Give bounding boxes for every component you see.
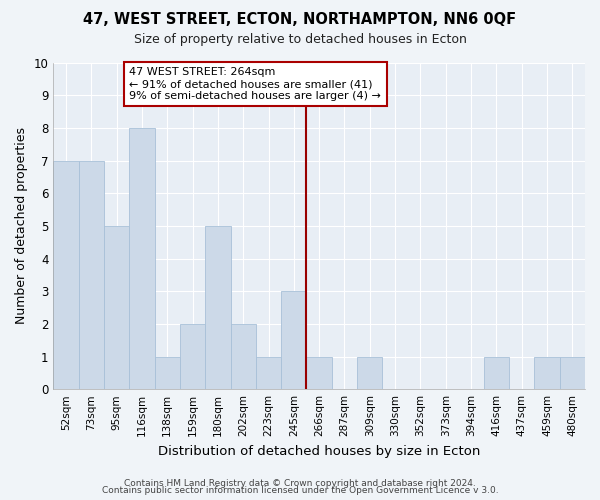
Bar bbox=[180, 324, 205, 389]
Bar bbox=[129, 128, 155, 389]
Bar bbox=[256, 356, 281, 389]
Y-axis label: Number of detached properties: Number of detached properties bbox=[15, 128, 28, 324]
X-axis label: Distribution of detached houses by size in Ecton: Distribution of detached houses by size … bbox=[158, 444, 481, 458]
Bar bbox=[357, 356, 382, 389]
Text: Contains public sector information licensed under the Open Government Licence v : Contains public sector information licen… bbox=[101, 486, 499, 495]
Bar bbox=[79, 160, 104, 389]
Bar bbox=[104, 226, 129, 389]
Text: Contains HM Land Registry data © Crown copyright and database right 2024.: Contains HM Land Registry data © Crown c… bbox=[124, 478, 476, 488]
Bar bbox=[560, 356, 585, 389]
Text: Size of property relative to detached houses in Ecton: Size of property relative to detached ho… bbox=[134, 32, 466, 46]
Bar bbox=[205, 226, 230, 389]
Text: 47 WEST STREET: 264sqm
← 91% of detached houses are smaller (41)
9% of semi-deta: 47 WEST STREET: 264sqm ← 91% of detached… bbox=[129, 68, 381, 100]
Bar bbox=[230, 324, 256, 389]
Bar bbox=[484, 356, 509, 389]
Bar bbox=[53, 160, 79, 389]
Bar bbox=[307, 356, 332, 389]
Bar bbox=[535, 356, 560, 389]
Bar bbox=[281, 291, 307, 389]
Text: 47, WEST STREET, ECTON, NORTHAMPTON, NN6 0QF: 47, WEST STREET, ECTON, NORTHAMPTON, NN6… bbox=[83, 12, 517, 28]
Bar bbox=[155, 356, 180, 389]
